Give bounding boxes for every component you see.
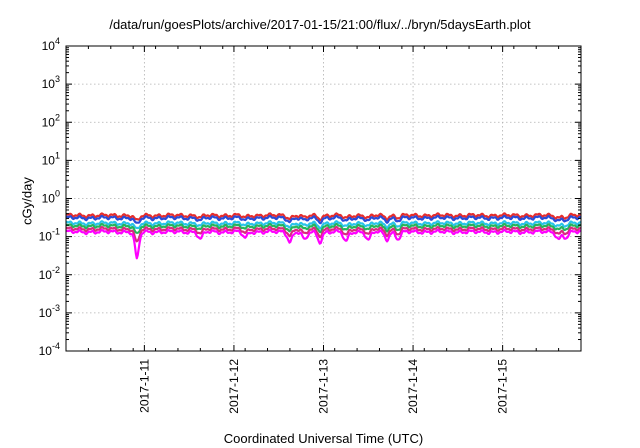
x-tick-label: 2017-1-13 [317, 359, 331, 414]
x-tick-label: 2017-1-11 [137, 359, 151, 413]
y-tick-label: 10-4 [39, 341, 60, 358]
y-tick-label: 10-2 [39, 265, 60, 282]
y-tick-label: 102 [42, 112, 60, 129]
series-line-3 [65, 220, 582, 230]
x-tick-label: 2017-1-12 [227, 359, 241, 414]
y-tick-label: 101 [42, 150, 60, 167]
series-line-4 [65, 222, 582, 234]
y-tick-label: 10-1 [39, 227, 60, 244]
series-line-2 [65, 214, 582, 225]
y-tick-label: 104 [42, 36, 60, 53]
y-tick-label: 10-3 [39, 303, 60, 320]
y-tick-label: 103 [42, 74, 60, 91]
tick-labels: 10-4 10-3 10-2 10-1 100 101 102 103 104 2017-1-11… [39, 36, 510, 414]
series-line-6 [65, 228, 582, 260]
axis-ticks [65, 45, 582, 352]
x-tick-label: 2017-1-15 [496, 359, 510, 414]
x-tick-label: 2017-1-14 [406, 359, 420, 414]
chart-title: /data/run/goesPlots/archive/2017-01-15/2… [109, 17, 531, 32]
grid [66, 46, 581, 351]
x-axis-label: Coordinated Universal Time (UTC) [223, 431, 424, 446]
y-tick-label: 100 [42, 189, 60, 206]
series-group [65, 212, 582, 260]
series-line-1 [65, 212, 582, 222]
series-line-5 [65, 225, 582, 243]
